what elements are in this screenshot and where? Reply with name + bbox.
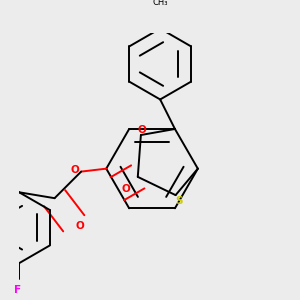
Text: CH₃: CH₃ [152,0,168,7]
Text: O: O [138,125,147,135]
Text: O: O [70,165,79,175]
Text: O: O [122,184,130,194]
Text: F: F [14,285,21,295]
Text: S: S [175,196,182,206]
Text: O: O [76,221,85,231]
